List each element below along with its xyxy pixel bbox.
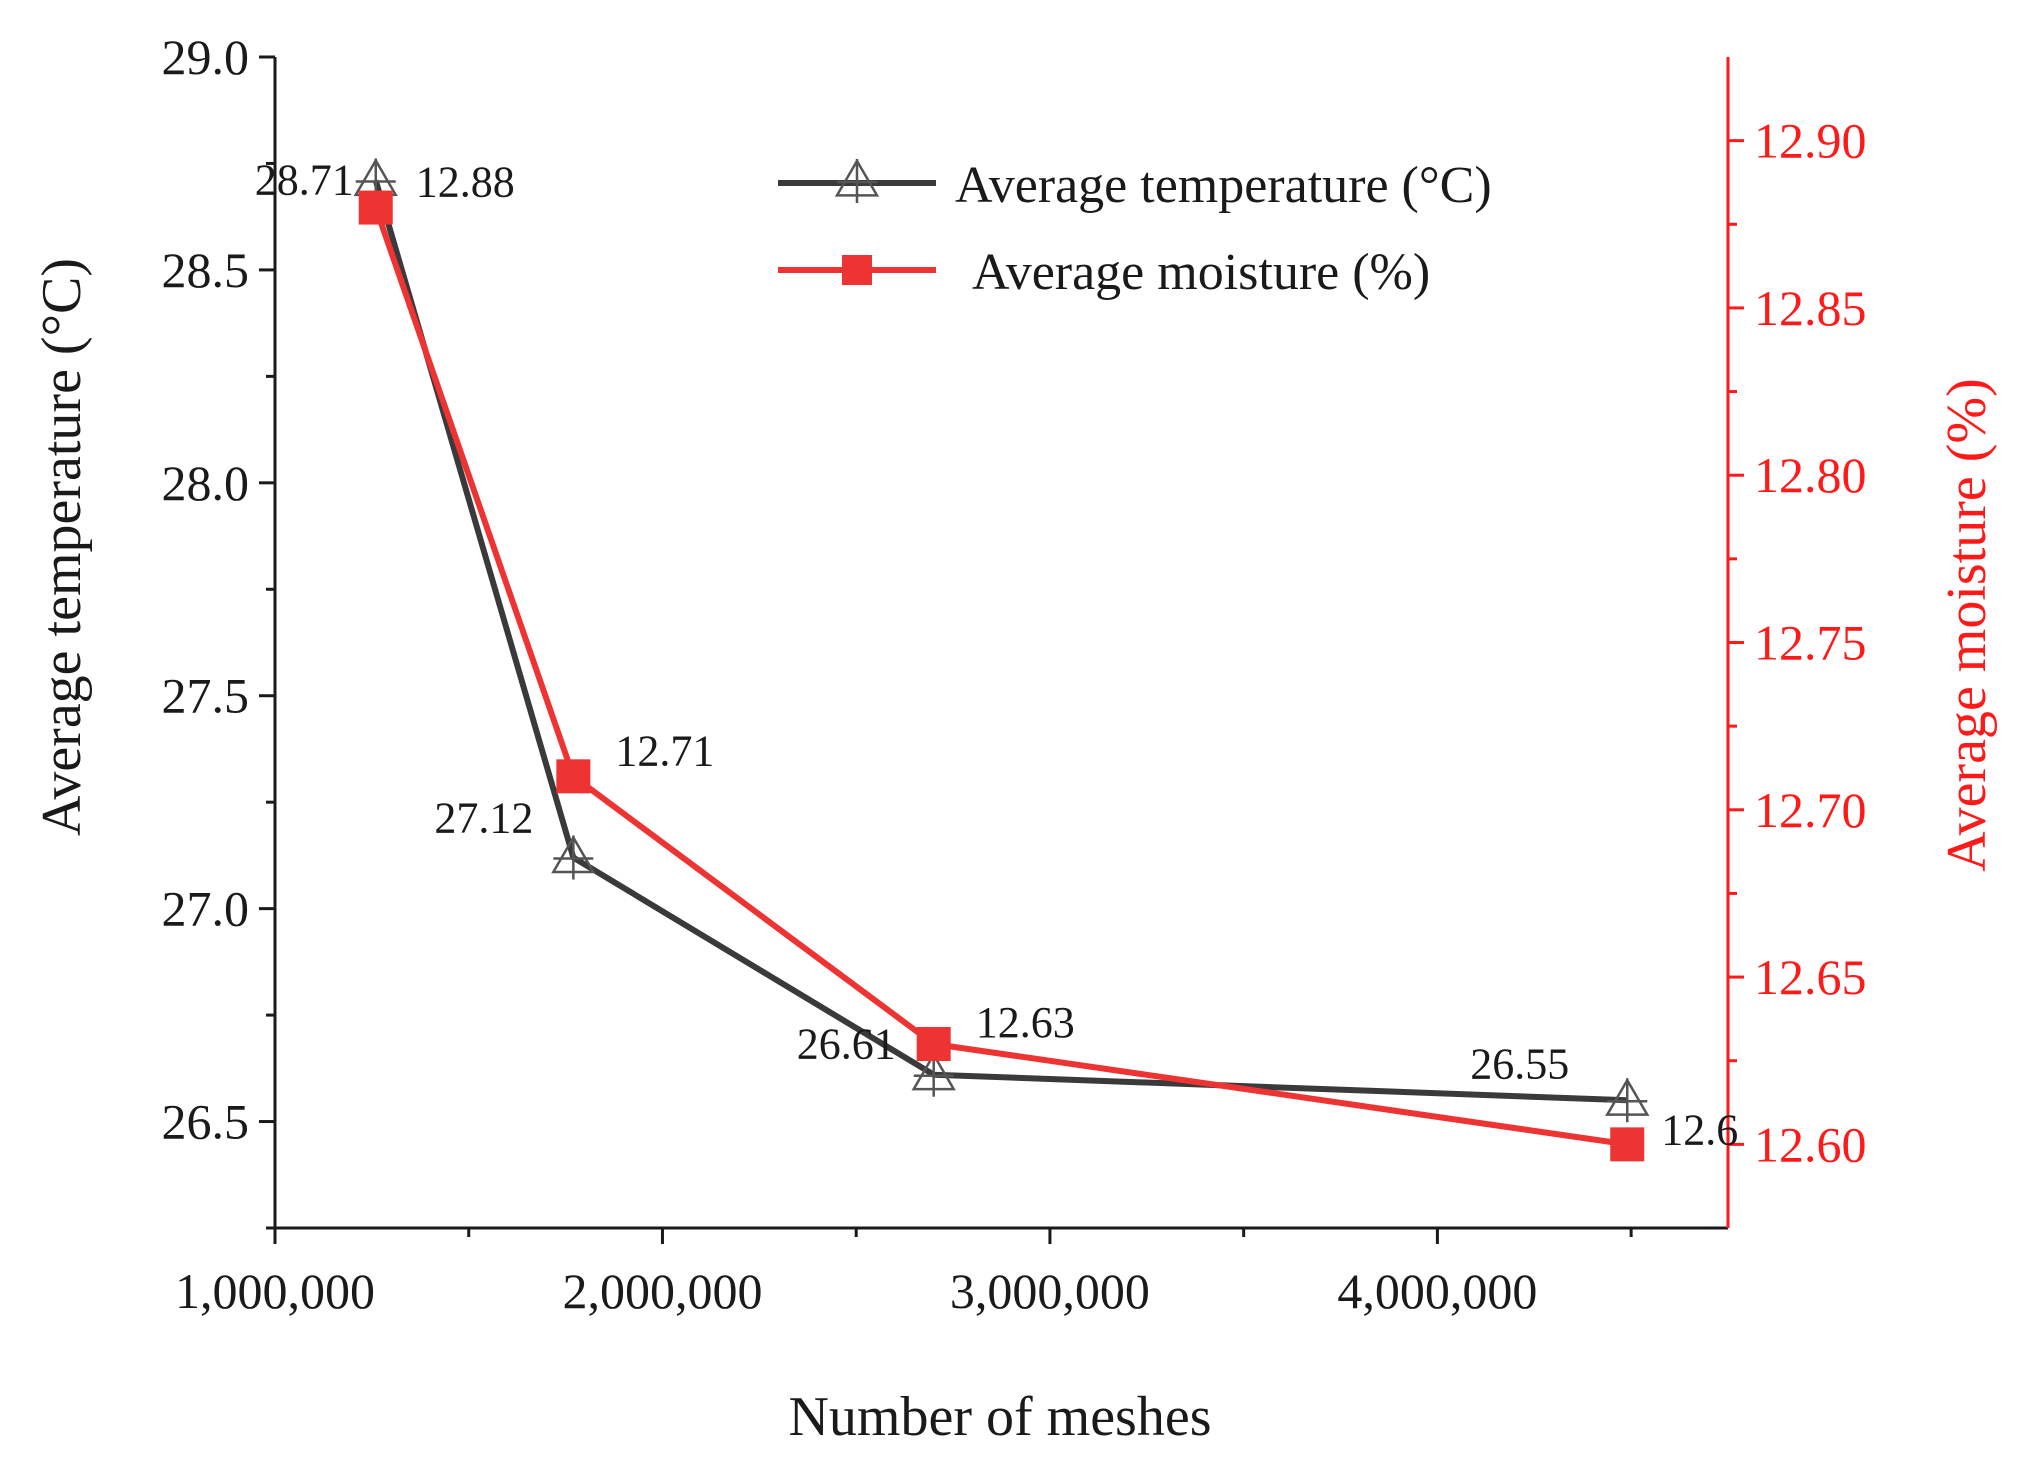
axes-group: 26.5 27.0 27.5 28.0 28.5 29.0 12.60 12.65 12.70 1… [162,29,1867,1319]
temperature-point [551,835,596,880]
moisture-point [1610,1127,1645,1162]
right-y-tick-label: 12.60 [1754,1116,1867,1172]
moisture-point [916,1026,951,1061]
temperature-point [1605,1077,1650,1123]
legend-triangle [834,158,880,203]
moisture-point [358,190,393,225]
legend-moisture-marker [842,255,872,285]
right-y-tick-label: 12.80 [1754,447,1867,503]
right-y-tick-label: 12.85 [1754,280,1867,336]
right-y-tick-label: 12.90 [1754,113,1867,169]
temperature-line [372,179,1628,1104]
x-tick-label: 3,000,000 [950,1263,1150,1319]
left-y-tick-label: 26.5 [162,1094,250,1150]
data-label-group: 28.71 27.12 26.61 26.55 12.88 12.71 12.63 12.6 [255,155,1739,1154]
left-y-tick-label: 27.0 [162,881,250,937]
moisture-line [372,206,1628,1148]
x-axis-title: Number of meshes [788,1386,1211,1448]
left-y-tick-label: 27.5 [162,668,250,724]
left-y-tick-label: 28.0 [162,455,250,511]
right-y-axis-title: Average moisture (%) [1936,378,1998,871]
temperature-data-label: 28.71 [255,155,354,204]
temperature-data-label: 27.12 [434,794,533,843]
temperature-data-label: 26.61 [797,1020,896,1069]
moisture-data-label: 12.63 [976,998,1075,1047]
x-tick-label: 2,000,000 [562,1263,762,1319]
legend: Average temperature (°C) Average moistur… [778,157,1492,301]
left-y-tick-label: 28.5 [162,242,250,298]
legend-temperature-marker [834,158,880,203]
moisture-data-label: 12.71 [615,726,714,775]
x-tick-label: 1,000,000 [175,1263,375,1319]
x-tick-label: 4,000,000 [1337,1263,1537,1319]
moisture-point [556,759,591,794]
right-y-tick-label: 12.65 [1754,949,1867,1005]
temperature-data-label: 26.55 [1470,1039,1569,1088]
left-y-axis-title: Average temperature (°C) [31,258,93,836]
series-group [353,158,1650,1162]
right-y-tick-label: 12.70 [1754,782,1867,838]
moisture-data-label: 12.6 [1661,1105,1738,1154]
legend-moisture-label: Average moisture (%) [972,244,1430,301]
right-y-tick-label: 12.75 [1754,615,1867,671]
left-y-tick-label: 29.0 [162,29,250,85]
legend-temperature-label: Average temperature (°C) [955,157,1492,214]
moisture-data-label: 12.88 [416,158,515,207]
